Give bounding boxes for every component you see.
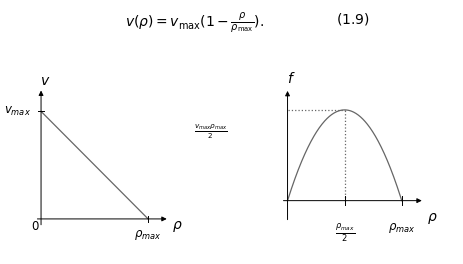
Text: $\frac{\rho_{max}}{2}$: $\frac{\rho_{max}}{2}$ bbox=[334, 222, 354, 244]
Text: $\rho$: $\rho$ bbox=[426, 211, 437, 226]
Text: $\rho_{max}$: $\rho_{max}$ bbox=[387, 221, 414, 235]
Text: $v_{max}$: $v_{max}$ bbox=[5, 105, 31, 118]
Text: $v$: $v$ bbox=[40, 74, 50, 88]
Text: $f$: $f$ bbox=[286, 71, 294, 86]
Text: $\rho$: $\rho$ bbox=[171, 219, 182, 234]
Text: $\frac{v_{max}\rho_{max}}{2}$: $\frac{v_{max}\rho_{max}}{2}$ bbox=[194, 123, 227, 141]
Text: $v(\rho) = v_{\rm max}(1 - \frac{\rho}{\rho_{\rm max}}).$: $v(\rho) = v_{\rm max}(1 - \frac{\rho}{\… bbox=[125, 11, 264, 35]
Text: $(1.9)$: $(1.9)$ bbox=[335, 11, 369, 27]
Text: $0$: $0$ bbox=[31, 220, 40, 233]
Text: $\rho_{max}$: $\rho_{max}$ bbox=[134, 228, 162, 242]
